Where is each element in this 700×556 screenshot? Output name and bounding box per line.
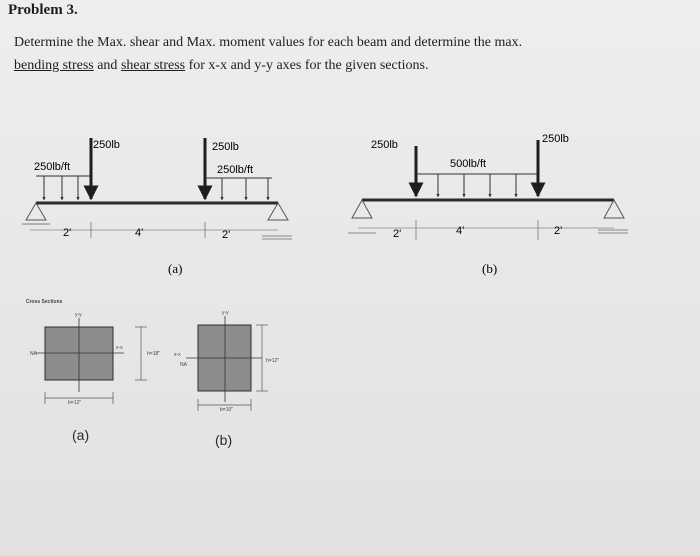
beam-b-point-load-left-label: 250lb <box>371 139 398 151</box>
beam-b-diagram: 250lb 250lb 500lb/ft 2' 4' 2' (b) <box>348 133 628 276</box>
beam-a-right-support <box>267 202 289 221</box>
section-b-yy-label: y-y <box>222 310 229 316</box>
beam-a-point-load-left-label: 250lb <box>93 139 120 151</box>
cross-sections: Cross Sections y-y x-x NA b=12" h=18" (a… <box>26 299 279 448</box>
section-a-na-label: NA <box>30 351 38 357</box>
section-a-caption: (a) <box>72 427 89 443</box>
beam-a-dist-right-label: 250lb/ft <box>217 164 253 176</box>
problem-statement: Determine the Max. shear and Max. moment… <box>14 31 674 77</box>
beam-a-span-1: 2' <box>63 227 71 239</box>
beam-a-caption: (a) <box>168 261 182 276</box>
beam-b-point-load-right-label: 250lb <box>542 133 569 145</box>
beam-a-span-3: 2' <box>222 229 230 241</box>
beam-b-dist-label: 500lb/ft <box>450 158 486 170</box>
beam-b-span-3: 2' <box>554 225 562 237</box>
beam-a-diagram: 250lb/ft 250lb 250lb 250lb/ft 2' 4' 2' (… <box>22 138 292 276</box>
statement-line-2: bending stress and shear stress for x-x … <box>14 54 674 77</box>
statement-connector: and <box>93 58 121 73</box>
beam-a-point-load-right-label: 250lb <box>212 141 239 153</box>
section-a: y-y x-x NA b=12" h=18" (a) <box>30 312 160 443</box>
beam-b-span-1: 2' <box>393 228 401 240</box>
section-a-yy-label: y-y <box>75 312 82 318</box>
section-b-caption: (b) <box>215 432 232 448</box>
beam-a-span-2: 4' <box>135 227 143 239</box>
section-b-height-label: h=12" <box>266 358 279 364</box>
statement-tail: for x-x and y-y axes for the given secti… <box>185 58 429 73</box>
section-a-xx-label: x-x <box>116 345 123 351</box>
shear-stress-term: shear stress <box>120 58 186 73</box>
section-b: y-y x-x NA b=10" h=12" (b) <box>174 310 279 448</box>
section-a-height-label: h=18" <box>147 351 160 357</box>
beam-a-left-support <box>25 202 47 221</box>
section-a-width-label: b=12" <box>68 400 81 406</box>
section-b-na-label: NA <box>180 362 188 368</box>
beam-b-left-support <box>351 198 373 219</box>
beam-a-dist-left-label: 250lb/ft <box>34 161 70 173</box>
problem-title: Problem 3. <box>8 2 78 18</box>
beam-b-caption: (b) <box>482 261 497 276</box>
beam-b-right-support <box>603 198 625 219</box>
statement-line-1: Determine the Max. shear and Max. moment… <box>14 35 523 50</box>
section-b-width-label: b=10" <box>220 407 233 413</box>
section-b-xx-label: x-x <box>174 352 181 358</box>
beam-b-span-2: 4' <box>456 225 464 237</box>
cross-sections-heading: Cross Sections <box>26 299 63 305</box>
bending-stress-term: bending stress <box>14 58 94 73</box>
